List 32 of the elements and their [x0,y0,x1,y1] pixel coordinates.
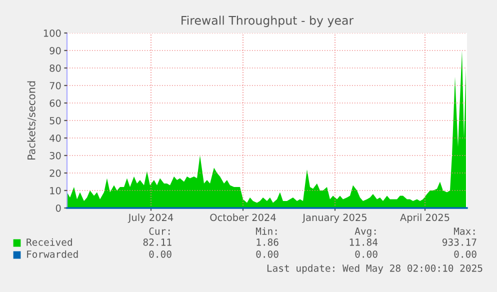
x-tick-label: October 2024 [210,214,276,222]
text: Last update: Wed May 28 02:00:10 2025 [267,264,482,274]
text: Min: [256,227,277,235]
x-tick-label: January 2025 [302,214,366,223]
x-tick-label: July 2024 [128,214,174,223]
legend-label: Forwarded [27,250,78,258]
y-tick-label: 50 [50,116,61,124]
y-tick-label: 70 [50,82,61,90]
text: 11.84 [350,238,378,246]
y-tick-label: 20 [50,169,61,177]
y-tick-label: 40 [50,134,61,142]
y-tick-label: 100 [44,29,61,37]
y-tick-label: 10 [50,186,61,194]
x-tick-label: April 2025 [400,214,450,223]
legend-label: Received [26,238,72,246]
text: 1.86 [256,238,278,246]
y-tick-label: 60 [50,99,61,107]
y-tick-label: 90 [50,46,61,54]
text: 0.00 [355,250,378,258]
y-tick-label: 30 [50,152,61,160]
text: 0.00 [454,250,476,258]
y-tick-label: 0 [56,204,61,212]
y-axis-title: Packets/second [27,81,36,160]
text: 0.00 [149,250,172,258]
y-tick-label: 80 [50,64,61,72]
text: 0.00 [256,250,278,258]
chart-title: Firewall Throughput - by year [182,16,354,28]
text: 82.11 [143,238,172,246]
text: 933.17 [442,238,476,246]
text: Avg: [354,228,376,237]
text: Cur: [149,227,170,235]
text: Max: [454,228,475,235]
